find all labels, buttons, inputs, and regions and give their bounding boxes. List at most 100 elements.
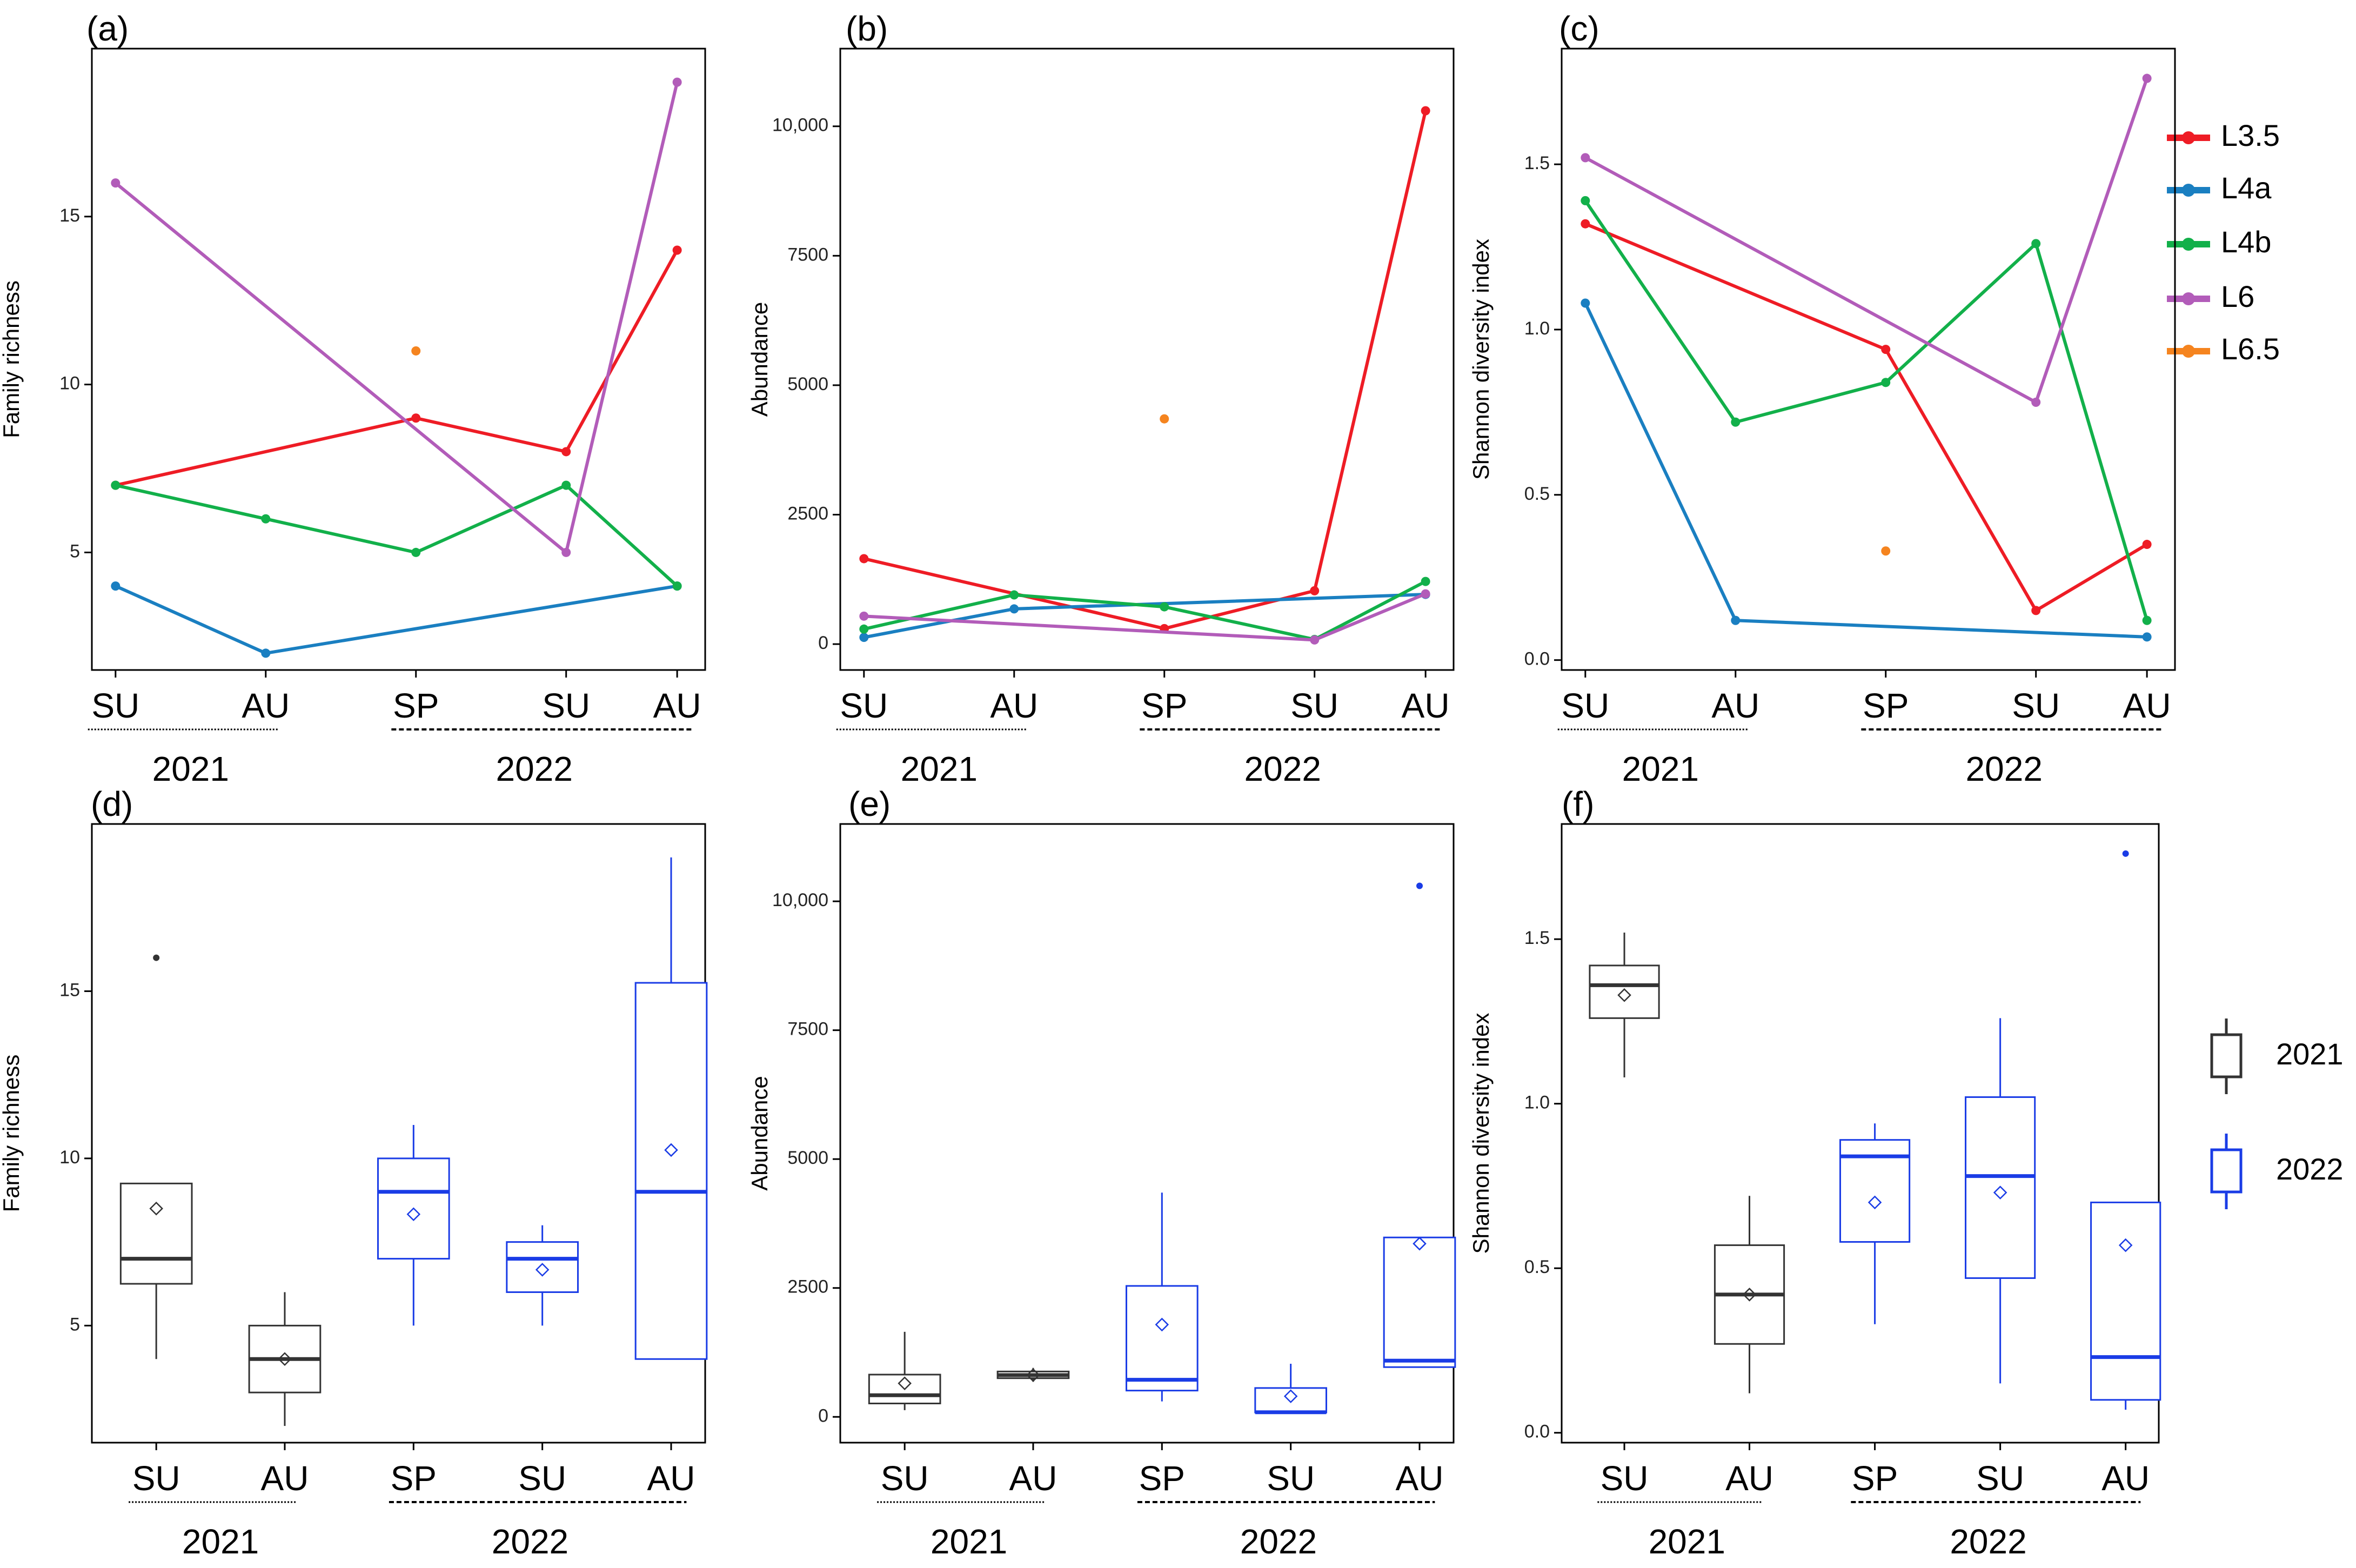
legend-label-2022: 2022 bbox=[2276, 1152, 2344, 1186]
data-point-l4a bbox=[261, 648, 271, 658]
panel-label-e: (e) bbox=[848, 785, 891, 823]
box-iqr bbox=[2090, 1201, 2161, 1401]
legend-item-l6: L6 bbox=[2167, 279, 2254, 313]
box-outlier bbox=[2122, 850, 2129, 857]
box-iqr bbox=[1965, 1096, 2036, 1279]
plot-frame-d bbox=[91, 823, 706, 1444]
x-tick-label-su: SU bbox=[1561, 686, 1609, 725]
data-point-l3-5 bbox=[859, 554, 869, 564]
legend-dot-l3-5 bbox=[2182, 131, 2195, 144]
plot-frame-b bbox=[839, 48, 1455, 671]
x-tick-label-su: SU bbox=[1601, 1459, 1649, 1498]
year-label-2021: 2021 bbox=[182, 1522, 259, 1561]
box-outlier bbox=[1416, 882, 1423, 889]
series-line-l3-5 bbox=[1584, 222, 2148, 612]
data-point-l6-5 bbox=[411, 346, 421, 356]
data-point-l4b bbox=[1421, 577, 1430, 586]
y-tick-label: 5 bbox=[70, 1314, 80, 1335]
panel-f: (f) 0.0 0.5 1.0 1.5 Shannon diversity index SU… bbox=[1468, 785, 2161, 1561]
y-tick-label: 10,000 bbox=[772, 890, 828, 910]
plot-frame-f bbox=[1561, 823, 2160, 1444]
data-point-l4b bbox=[561, 480, 571, 490]
box-mean-marker bbox=[1026, 1368, 1040, 1382]
year-label-2022: 2022 bbox=[1240, 1522, 1317, 1561]
x-tick-label-sp: SP bbox=[1863, 686, 1909, 725]
year-label-2022: 2022 bbox=[496, 749, 573, 788]
x-tick-label-su: SU bbox=[840, 686, 888, 725]
y-tick-label: 10,000 bbox=[772, 115, 828, 136]
x-tick-label-su: SU bbox=[91, 686, 139, 725]
series-line-l4a bbox=[115, 584, 678, 655]
data-point-l6 bbox=[111, 178, 121, 188]
legend-label-l3-5: L3.5 bbox=[2221, 118, 2280, 152]
box-mean-marker bbox=[535, 1263, 550, 1277]
box-mean-marker bbox=[1617, 988, 1631, 1002]
legend-dot-l4a bbox=[2182, 184, 2195, 197]
legend-dot-l4b bbox=[2182, 238, 2195, 251]
data-point-l4b bbox=[261, 514, 271, 524]
data-point-l3-5 bbox=[672, 245, 682, 255]
x-tick-label-sp: SP bbox=[1141, 686, 1187, 725]
y-tick-label: 15 bbox=[59, 205, 80, 226]
year-label-2021: 2021 bbox=[1649, 1522, 1725, 1561]
legend-label-l6: L6 bbox=[2221, 279, 2254, 313]
series-line-l4a bbox=[1584, 302, 2147, 639]
plot-frame-e bbox=[839, 823, 1455, 1444]
year-label-2022: 2022 bbox=[492, 1522, 568, 1561]
box-mean-marker bbox=[1155, 1317, 1169, 1332]
data-point-l3-5 bbox=[2031, 606, 2041, 615]
x-tick-label-au: AU bbox=[1396, 1459, 1444, 1498]
y-tick-label: 0 bbox=[818, 1405, 828, 1426]
data-point-l6 bbox=[2142, 73, 2152, 83]
y-axis-label-f: Shannon diversity index bbox=[1468, 1013, 1494, 1254]
data-point-l4b bbox=[672, 581, 682, 591]
data-point-l3-5 bbox=[1310, 586, 1320, 595]
data-point-l6 bbox=[2031, 398, 2041, 407]
plot-frame-a bbox=[91, 48, 706, 671]
data-point-l4a bbox=[859, 633, 869, 642]
box-mean-marker bbox=[149, 1201, 163, 1216]
y-tick-label: 0.5 bbox=[1524, 484, 1550, 504]
legend-item-l6-5: L6.5 bbox=[2167, 332, 2280, 366]
box-iqr bbox=[1589, 964, 1660, 1019]
x-tick-label-su: SU bbox=[1267, 1459, 1315, 1498]
x-tick-label-au: AU bbox=[647, 1459, 695, 1498]
y-axis-label-e: Abundance bbox=[747, 1076, 772, 1191]
x-tick-label-su: SU bbox=[518, 1459, 566, 1498]
series-line-l4b bbox=[115, 484, 679, 587]
x-tick-label-au: AU bbox=[1725, 1459, 1773, 1498]
panel-label-d: (d) bbox=[91, 785, 133, 823]
box-iqr bbox=[1383, 1236, 1456, 1368]
box-mean-marker bbox=[664, 1143, 678, 1157]
y-tick-label: 1.0 bbox=[1524, 318, 1550, 339]
box-outlier bbox=[153, 954, 160, 961]
series-line-l6 bbox=[114, 82, 679, 554]
year-label-2021: 2021 bbox=[152, 749, 229, 788]
panel-label-b: (b) bbox=[846, 9, 888, 48]
data-point-l3-5 bbox=[2142, 540, 2152, 550]
panel-e: (e) 0 2500 5000 7500 10,000 Abundance SU AU SP SU A… bbox=[747, 785, 1456, 1561]
series-line-l6 bbox=[864, 592, 1427, 642]
legend-item-2021: 2021 bbox=[2210, 1018, 2344, 1094]
x-tick-label-sp: SP bbox=[391, 1459, 437, 1498]
y-tick-label: 0.5 bbox=[1524, 1257, 1550, 1277]
x-tick-label-sp: SP bbox=[1852, 1459, 1898, 1498]
legend-dot-l6-5 bbox=[2182, 345, 2195, 358]
data-point-l3-5 bbox=[561, 447, 571, 457]
data-point-l6 bbox=[1421, 589, 1430, 599]
y-tick-label: 2500 bbox=[787, 1277, 828, 1297]
x-tick-label-su: SU bbox=[1976, 1459, 2024, 1498]
data-point-l4b bbox=[1160, 602, 1169, 612]
x-tick-label-au: AU bbox=[261, 1459, 309, 1498]
x-tick-label-su: SU bbox=[881, 1459, 929, 1498]
data-point-l4b bbox=[2031, 239, 2041, 249]
y-tick-label: 5000 bbox=[787, 1148, 828, 1168]
data-point-l3-5 bbox=[1421, 106, 1430, 116]
y-tick-label: 5 bbox=[70, 541, 80, 561]
legend-dot-l6 bbox=[2182, 292, 2195, 305]
data-point-l6 bbox=[561, 547, 571, 557]
x-tick-label-sp: SP bbox=[393, 686, 439, 725]
legend-item-l3-5: L3.5 bbox=[2167, 118, 2280, 152]
